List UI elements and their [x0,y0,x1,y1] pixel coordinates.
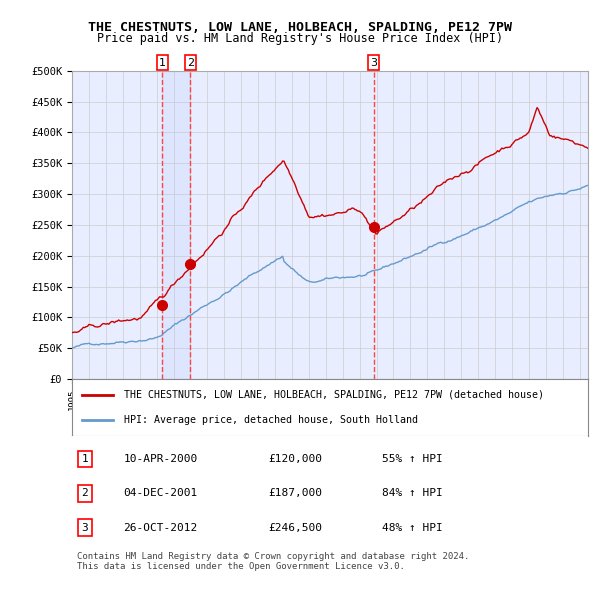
Text: 3: 3 [370,58,377,68]
Text: Price paid vs. HM Land Registry's House Price Index (HPI): Price paid vs. HM Land Registry's House … [97,32,503,45]
Text: £187,000: £187,000 [268,489,322,499]
Text: 10-APR-2000: 10-APR-2000 [124,454,198,464]
Text: £120,000: £120,000 [268,454,322,464]
Bar [162,71,190,379]
Text: THE CHESTNUTS, LOW LANE, HOLBEACH, SPALDING, PE12 7PW (detached house): THE CHESTNUTS, LOW LANE, HOLBEACH, SPALD… [124,390,544,400]
Text: 04-DEC-2001: 04-DEC-2001 [124,489,198,499]
Text: 2: 2 [187,58,194,68]
Text: Contains HM Land Registry data © Crown copyright and database right 2024.
This d: Contains HM Land Registry data © Crown c… [77,552,470,571]
Text: 1: 1 [159,58,166,68]
Text: HPI: Average price, detached house, South Holland: HPI: Average price, detached house, Sout… [124,415,418,425]
Text: 3: 3 [82,523,88,533]
Text: 2: 2 [82,489,88,499]
Text: 26-OCT-2012: 26-OCT-2012 [124,523,198,533]
Text: £246,500: £246,500 [268,523,322,533]
Text: THE CHESTNUTS, LOW LANE, HOLBEACH, SPALDING, PE12 7PW: THE CHESTNUTS, LOW LANE, HOLBEACH, SPALD… [88,21,512,34]
Text: 1: 1 [82,454,88,464]
Text: 55% ↑ HPI: 55% ↑ HPI [382,454,442,464]
Text: 48% ↑ HPI: 48% ↑ HPI [382,523,442,533]
Text: 84% ↑ HPI: 84% ↑ HPI [382,489,442,499]
